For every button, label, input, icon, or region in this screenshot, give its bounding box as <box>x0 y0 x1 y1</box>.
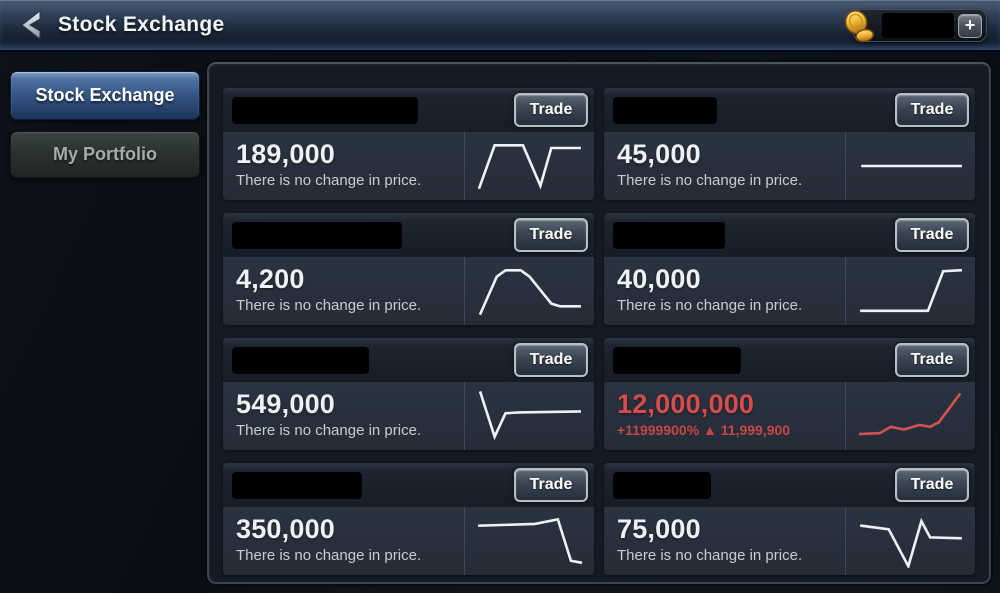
stock-price: 189,000 <box>236 139 335 169</box>
back-arrow-icon <box>21 9 41 41</box>
stock-card-header: Trade <box>223 463 594 507</box>
stock-change-text: There is no change in price. <box>617 172 803 189</box>
stock-price-zone: 75,000 There is no change in price. <box>604 507 845 575</box>
trade-button[interactable]: Trade <box>895 343 969 377</box>
stock-price-zone: 549,000 There is no change in price. <box>223 382 464 450</box>
stock-card-header: Trade <box>223 338 594 382</box>
stock-change-text: There is no change in price. <box>236 172 422 189</box>
stock-name-redacted <box>232 96 418 124</box>
sidebar-item-my-portfolio[interactable]: My Portfolio <box>10 131 200 178</box>
sparkline-path <box>860 394 959 434</box>
stock-price: 350,000 <box>236 514 335 544</box>
stock-sparkline <box>464 132 594 200</box>
stock-price: 12,000,000 <box>617 389 755 419</box>
trade-button[interactable]: Trade <box>514 93 588 127</box>
stock-name-redacted <box>613 96 717 124</box>
currency-amount-redacted <box>882 13 954 38</box>
stock-price-zone: 40,000 There is no change in price. <box>604 257 845 325</box>
stock-sparkline <box>845 257 975 325</box>
stock-change-text: +11999900% ▲ 11,999,900 <box>617 422 791 438</box>
stock-price: 40,000 <box>617 264 701 294</box>
sparkline-path <box>479 145 579 187</box>
stock-price-zone: 45,000 There is no change in price. <box>604 132 845 200</box>
stock-change-text: There is no change in price. <box>236 422 422 439</box>
trade-button[interactable]: Trade <box>895 93 969 127</box>
stock-price-zone: 350,000 There is no change in price. <box>223 507 464 575</box>
stock-change-text: There is no change in price. <box>236 297 422 314</box>
stock-sparkline <box>464 507 594 575</box>
stock-price: 549,000 <box>236 389 335 419</box>
back-button[interactable] <box>12 6 50 44</box>
stock-card: Trade 45,000 There is no change in price… <box>604 88 975 200</box>
stock-card-body: 350,000 There is no change in price. <box>223 507 594 575</box>
top-bar: Stock Exchange + <box>0 0 1000 52</box>
page-title: Stock Exchange <box>58 13 225 36</box>
sparkline-path <box>480 393 579 437</box>
stock-card-header: Trade <box>223 88 594 132</box>
sidebar-item-label: My Portfolio <box>53 144 157 164</box>
stock-name-redacted <box>613 471 711 499</box>
stock-price-zone: 189,000 There is no change in price. <box>223 132 464 200</box>
stock-change-text: There is no change in price. <box>617 547 803 564</box>
gold-coins-icon <box>844 10 874 43</box>
stock-card-body: 40,000 There is no change in price. <box>604 257 975 325</box>
stock-card-body: 189,000 There is no change in price. <box>223 132 594 200</box>
stock-price-zone: 12,000,000 +11999900% ▲ 11,999,900 <box>604 382 845 450</box>
trade-button[interactable]: Trade <box>514 343 588 377</box>
stock-card: Trade 75,000 There is no change in price… <box>604 463 975 575</box>
stock-price: 75,000 <box>617 514 701 544</box>
stock-card: Trade 12,000,000 +11999900% ▲ 11,999,900 <box>604 338 975 450</box>
stock-name-redacted <box>232 346 369 374</box>
stock-price-zone: 4,200 There is no change in price. <box>223 257 464 325</box>
stock-sparkline <box>845 132 975 200</box>
sidebar-item-stock-exchange[interactable]: Stock Exchange <box>10 71 200 120</box>
stock-card-header: Trade <box>604 213 975 257</box>
sparkline-path <box>479 519 580 562</box>
sparkline-path <box>861 521 960 566</box>
stock-card-header: Trade <box>604 338 975 382</box>
stock-name-redacted <box>232 221 402 249</box>
stock-name-redacted <box>613 221 725 249</box>
sidebar-item-label: Stock Exchange <box>35 85 175 105</box>
trade-button[interactable]: Trade <box>514 218 588 252</box>
stock-card-body: 4,200 There is no change in price. <box>223 257 594 325</box>
stock-card: Trade 40,000 There is no change in price… <box>604 213 975 325</box>
sparkline-path <box>861 270 960 311</box>
stock-card-body: 12,000,000 +11999900% ▲ 11,999,900 <box>604 382 975 450</box>
stock-price: 4,200 <box>236 264 305 294</box>
trade-button[interactable]: Trade <box>895 218 969 252</box>
stock-sparkline <box>464 382 594 450</box>
trade-button[interactable]: Trade <box>514 468 588 502</box>
stock-card-header: Trade <box>604 88 975 132</box>
stock-card: Trade 4,200 There is no change in price. <box>223 213 594 325</box>
stock-card: Trade 350,000 There is no change in pric… <box>223 463 594 575</box>
stock-card-header: Trade <box>223 213 594 257</box>
stock-sparkline <box>845 507 975 575</box>
stock-card-body: 75,000 There is no change in price. <box>604 507 975 575</box>
stock-sparkline <box>845 382 975 450</box>
stock-card: Trade 189,000 There is no change in pric… <box>223 88 594 200</box>
stock-change-text: There is no change in price. <box>617 297 803 314</box>
add-currency-button[interactable]: + <box>958 13 982 38</box>
stock-name-redacted <box>613 346 741 374</box>
stock-card-body: 45,000 There is no change in price. <box>604 132 975 200</box>
stock-card-header: Trade <box>604 463 975 507</box>
sparkline-path <box>480 270 579 313</box>
stock-card: Trade 549,000 There is no change in pric… <box>223 338 594 450</box>
stock-price: 45,000 <box>617 139 701 169</box>
stock-change-text: There is no change in price. <box>236 547 422 564</box>
trade-button[interactable]: Trade <box>895 468 969 502</box>
currency-display: + <box>844 9 987 43</box>
stock-sparkline <box>464 257 594 325</box>
stock-grid: Trade 189,000 There is no change in pric… <box>207 62 991 584</box>
stock-card-body: 549,000 There is no change in price. <box>223 382 594 450</box>
stock-name-redacted <box>232 471 362 499</box>
